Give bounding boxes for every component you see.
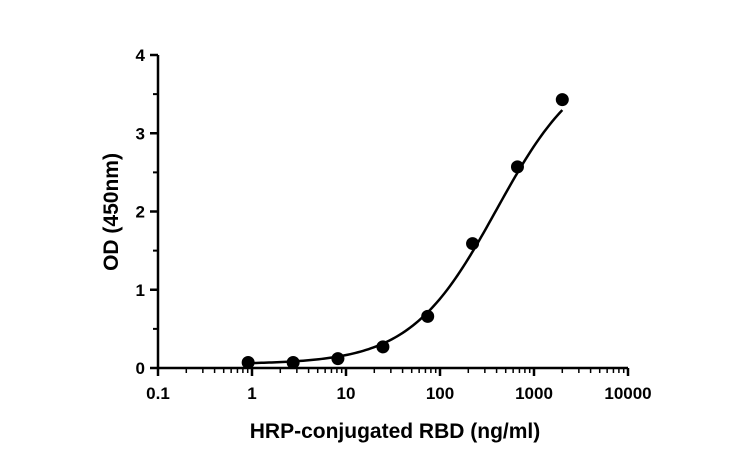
y-tick-label: 1 bbox=[136, 281, 145, 300]
data-point bbox=[331, 352, 345, 366]
x-tick-label: 1000 bbox=[515, 384, 553, 403]
y-axis-title: OD (450nm) bbox=[100, 153, 123, 271]
data-point bbox=[421, 309, 435, 323]
x-tick-label: 1 bbox=[247, 384, 256, 403]
data-point bbox=[555, 93, 569, 107]
y-tick-label: 3 bbox=[136, 124, 145, 143]
ticks: 0 1 2 3 4 0.1 1 10 100 1000 10000 bbox=[136, 46, 652, 403]
y-tick-label: 0 bbox=[136, 359, 145, 378]
x-tick-label: 10000 bbox=[604, 384, 651, 403]
data-point bbox=[286, 356, 300, 370]
data-point bbox=[510, 160, 524, 174]
x-tick-label: 0.1 bbox=[146, 384, 170, 403]
data-point bbox=[466, 237, 480, 251]
y-tick-label: 4 bbox=[136, 46, 146, 65]
x-tick-label: 10 bbox=[337, 384, 356, 403]
data-point bbox=[241, 356, 255, 370]
data-point bbox=[376, 340, 390, 354]
y-tick-label: 2 bbox=[136, 203, 145, 222]
fit-curve bbox=[248, 109, 564, 365]
data-points bbox=[241, 93, 569, 370]
x-tick-label: 100 bbox=[426, 384, 454, 403]
x-axis-title: HRP-conjugated RBD (ng/ml) bbox=[250, 420, 540, 443]
